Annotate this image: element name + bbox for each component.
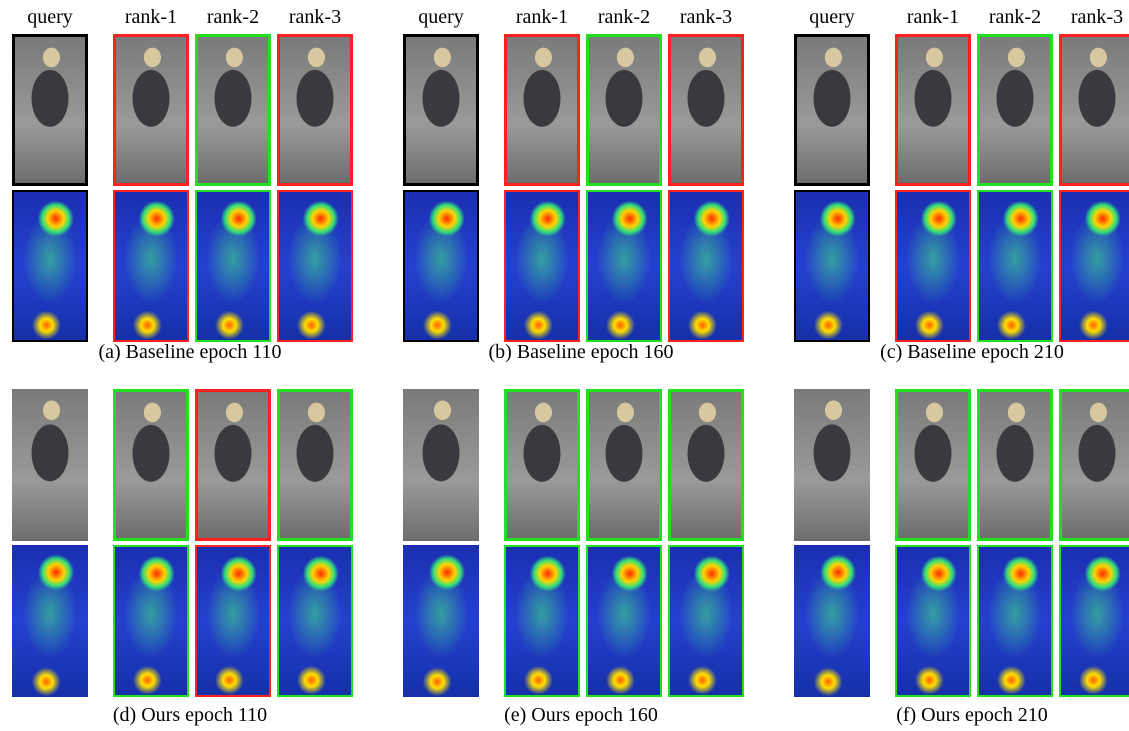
heatmap: [277, 545, 353, 697]
column-header: rank-3: [274, 6, 356, 29]
person-photo: [113, 389, 189, 541]
heatmap: [113, 545, 189, 697]
person-photo: [12, 34, 88, 186]
column-header: rank-1: [501, 6, 583, 29]
heatmap: [586, 190, 662, 342]
person-photo: [1059, 34, 1129, 186]
heatmap: [195, 545, 271, 697]
person-photo: [586, 34, 662, 186]
person-photo: [113, 34, 189, 186]
person-photo: [794, 389, 870, 541]
heatmap: [12, 190, 88, 342]
heatmap: [586, 545, 662, 697]
panel-caption: (d) Ours epoch 110: [0, 704, 380, 727]
person-photo: [195, 389, 271, 541]
heatmap: [1059, 190, 1129, 342]
heatmap: [504, 190, 580, 342]
heatmap: [113, 190, 189, 342]
heatmap: [794, 545, 870, 697]
heatmap: [403, 190, 479, 342]
person-photo: [977, 389, 1053, 541]
column-header: rank-3: [665, 6, 747, 29]
person-photo: [1059, 389, 1129, 541]
person-photo: [504, 34, 580, 186]
heatmap: [1059, 545, 1129, 697]
column-header: rank-2: [583, 6, 665, 29]
panel-caption: (a) Baseline epoch 110: [0, 341, 380, 364]
person-photo: [277, 389, 353, 541]
heatmap: [277, 190, 353, 342]
panel-caption: (e) Ours epoch 160: [391, 704, 771, 727]
person-photo: [668, 389, 744, 541]
heatmap: [195, 190, 271, 342]
column-header: query: [9, 6, 91, 29]
person-photo: [895, 34, 971, 186]
person-photo: [277, 34, 353, 186]
column-header: rank-2: [974, 6, 1056, 29]
heatmap: [668, 190, 744, 342]
heatmap: [794, 190, 870, 342]
person-photo: [403, 34, 479, 186]
person-photo: [668, 34, 744, 186]
person-photo: [403, 389, 479, 541]
person-photo: [504, 389, 580, 541]
heatmap: [12, 545, 88, 697]
figure: queryrank-1rank-2rank-3(a) Baseline epoc…: [0, 0, 1129, 731]
heatmap: [895, 190, 971, 342]
column-header: query: [400, 6, 482, 29]
panel-caption: (f) Ours epoch 210: [782, 704, 1129, 727]
column-header: rank-3: [1056, 6, 1129, 29]
person-photo: [195, 34, 271, 186]
panel-caption: (c) Baseline epoch 210: [782, 341, 1129, 364]
heatmap: [977, 545, 1053, 697]
panel-caption: (b) Baseline epoch 160: [391, 341, 771, 364]
column-header: query: [791, 6, 873, 29]
heatmap: [895, 545, 971, 697]
column-header: rank-1: [110, 6, 192, 29]
person-photo: [586, 389, 662, 541]
person-photo: [977, 34, 1053, 186]
person-photo: [895, 389, 971, 541]
person-photo: [794, 34, 870, 186]
column-header: rank-1: [892, 6, 974, 29]
person-photo: [12, 389, 88, 541]
heatmap: [977, 190, 1053, 342]
heatmap: [504, 545, 580, 697]
column-header: rank-2: [192, 6, 274, 29]
heatmap: [403, 545, 479, 697]
heatmap: [668, 545, 744, 697]
